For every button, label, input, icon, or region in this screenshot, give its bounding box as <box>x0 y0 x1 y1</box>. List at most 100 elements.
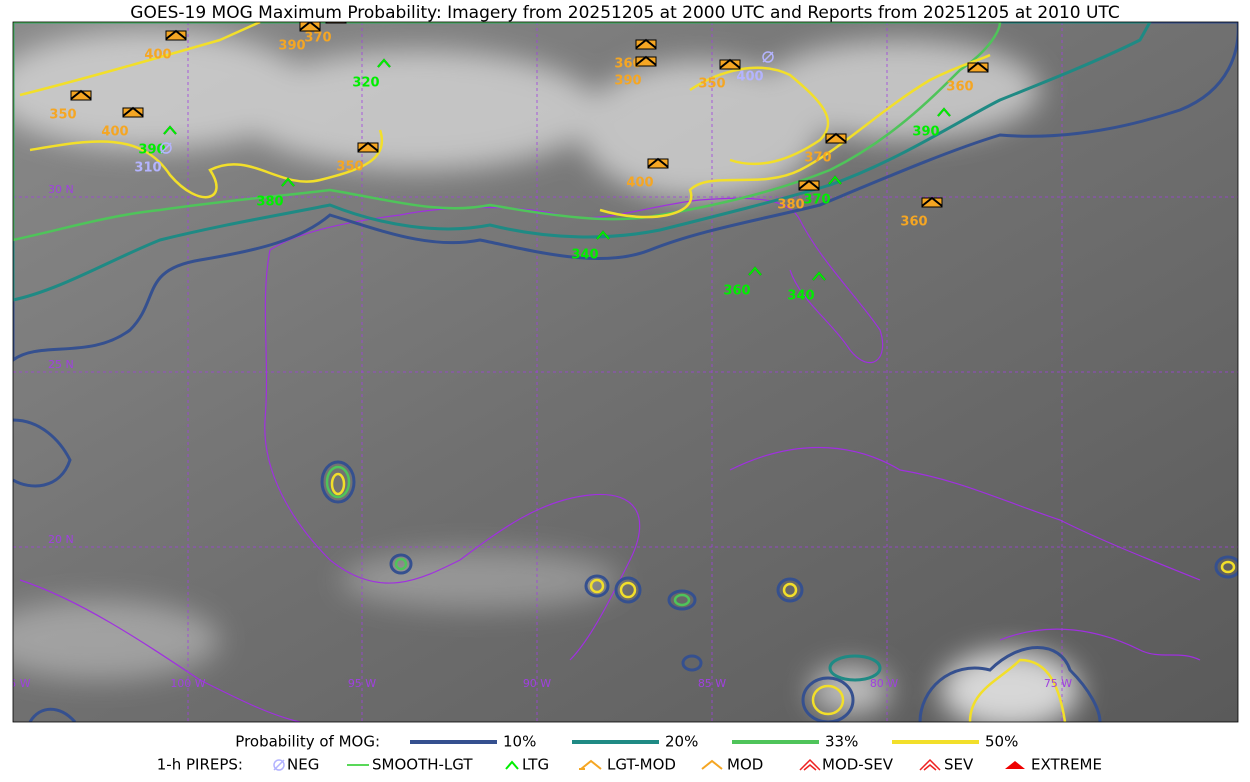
legend-label: 20% <box>665 733 698 751</box>
pirep-icon <box>647 157 669 168</box>
icon-shape <box>799 758 821 771</box>
report-icon <box>967 61 989 73</box>
icon-shape <box>1005 761 1025 769</box>
report-icon <box>299 22 321 32</box>
pirep-icon <box>273 759 285 771</box>
icon-shape <box>165 29 187 40</box>
report-altitude: 360 <box>946 80 973 95</box>
lon-label: 105 W <box>0 677 31 690</box>
legend-label: 50% <box>985 733 1018 751</box>
icon-shape <box>281 177 295 187</box>
legend-label: SEV <box>944 756 974 774</box>
legend-label: LGT-MOD <box>607 756 676 774</box>
report-altitude: 350 <box>698 77 725 92</box>
legend-label: 33% <box>825 733 858 751</box>
pirep-icon <box>967 61 989 72</box>
pirep-icon <box>299 22 321 31</box>
icon-shape <box>377 58 391 68</box>
icon-shape <box>803 764 817 771</box>
pirep-icon <box>762 51 774 63</box>
report-altitude: 370 <box>304 31 331 46</box>
pirep-icon <box>825 132 847 143</box>
report-icon <box>165 29 187 41</box>
report-altitude: 390 <box>614 74 641 89</box>
pirep-icon <box>579 759 602 770</box>
report-icon <box>719 58 741 70</box>
report-altitude: 380 <box>256 195 283 210</box>
report-altitude: 400 <box>101 125 128 140</box>
report-icon <box>937 107 951 117</box>
icon-shape <box>937 107 951 117</box>
icon-shape <box>812 271 826 281</box>
legend-title: Probability of MOG: <box>235 733 380 751</box>
report-altitude: 370 <box>804 151 831 166</box>
report-icon <box>163 125 177 135</box>
report-altitude: 310 <box>134 161 161 176</box>
pirep-icon <box>377 58 391 68</box>
pirep-icon <box>281 177 295 187</box>
icon-shape <box>967 61 989 72</box>
report-icon <box>122 106 144 118</box>
lon-label: 75 W <box>1044 677 1072 690</box>
pirep-icon <box>812 271 826 281</box>
report-icon <box>635 55 657 67</box>
pirep-icon <box>357 141 379 152</box>
report-altitude: 340 <box>787 289 814 304</box>
small-cells <box>13 418 1238 722</box>
report-altitude: 390 <box>912 125 939 140</box>
legend-label: EXTREME <box>1031 756 1102 774</box>
pirep-icon <box>719 58 741 69</box>
icon-shape <box>825 132 847 143</box>
pirep-icon <box>748 266 762 276</box>
icon-shape <box>505 760 519 770</box>
report-icon <box>635 38 657 50</box>
lon-label: 95 W <box>348 677 376 690</box>
report-icon <box>281 177 295 187</box>
pirep-icon <box>70 89 92 100</box>
pirep-icon <box>701 759 723 770</box>
icon-shape <box>70 89 92 100</box>
icon-bg <box>325 22 347 24</box>
legend-title: 1-h PIREPS: <box>157 756 243 774</box>
icon-shape <box>580 759 602 770</box>
report-altitude: 400 <box>626 176 653 191</box>
legend-label: LTG <box>522 756 549 774</box>
icon-shape <box>122 106 144 117</box>
report-icon <box>798 179 820 191</box>
pirep-icon <box>122 106 144 117</box>
legend-label: 10% <box>503 733 536 751</box>
grid <box>13 22 1238 722</box>
pirep-icon <box>828 175 842 185</box>
report-altitude: 340 <box>571 248 598 263</box>
icon-shape <box>273 759 285 771</box>
report-icon <box>596 230 610 240</box>
lon-label: 90 W <box>523 677 551 690</box>
pirep-icon <box>165 29 187 40</box>
legend-label: NEG <box>287 756 319 774</box>
icon-shape <box>163 125 177 135</box>
pirep-icon <box>798 179 820 190</box>
icon-shape <box>921 196 943 207</box>
icon-shape <box>160 142 172 154</box>
report-icon <box>812 271 826 281</box>
report-altitude: 350 <box>336 160 363 175</box>
report-altitude: 370 <box>803 193 830 208</box>
report-icon <box>160 142 172 154</box>
report-icon <box>70 89 92 101</box>
report-icon <box>748 266 762 276</box>
report-altitude: 390 <box>138 143 165 158</box>
pirep-icon <box>163 125 177 135</box>
report-icon <box>921 196 943 208</box>
report-icon <box>825 132 847 144</box>
icon-shape <box>919 758 941 771</box>
icon-shape <box>635 55 657 66</box>
icon-bg <box>299 22 321 32</box>
pirep-icon <box>160 142 172 154</box>
pirep-icon <box>1005 761 1025 769</box>
icon-shape <box>596 230 610 240</box>
report-altitude: 400 <box>144 48 171 63</box>
icon-shape <box>647 157 669 168</box>
pirep-icon <box>505 760 519 770</box>
